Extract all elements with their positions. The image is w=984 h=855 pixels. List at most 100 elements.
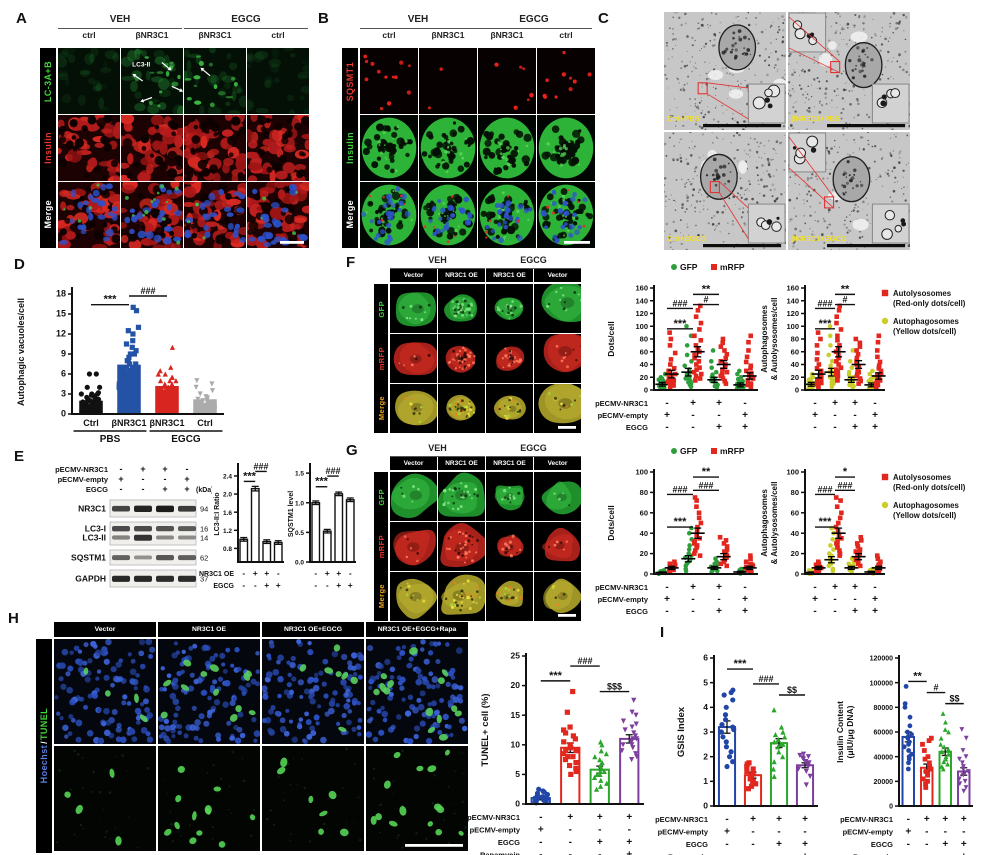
kda-header: (kDa): [196, 487, 212, 494]
y-tick-label: 0.0: [295, 560, 304, 567]
blot-condition-symbol: +: [162, 464, 167, 474]
chart-gsis: 0 1 2 3 4 5 6 GSIS Index pECMV-NR3C1- + + + pECMV-em…: [655, 628, 833, 855]
micrograph-cell: [438, 472, 485, 521]
panel-b-label: B: [318, 10, 329, 27]
legend-label: Autophagosomes: [893, 317, 960, 326]
micrograph-cell: [478, 48, 536, 114]
significance-label: ***: [819, 516, 833, 528]
blot-condition-symbol: +: [140, 464, 145, 474]
y-tick-label: 60: [791, 347, 799, 356]
x-matrix-symbol: +: [264, 580, 269, 590]
y-tick-label: 3: [61, 389, 66, 399]
x-matrix-label: pECMV-NR3C1: [595, 399, 648, 408]
y-tick-label: 1.0: [295, 500, 304, 507]
micrograph-cell: [262, 639, 364, 744]
x-matrix-symbol: +: [690, 398, 696, 409]
micrograph-cell: [390, 384, 437, 433]
row-label-strip: SQSMT1 Insulin Merge: [342, 48, 358, 248]
row-label: Merge: [345, 200, 355, 229]
y-tick-label: 40: [791, 360, 799, 369]
significance-label: ***: [819, 318, 833, 330]
western-blot: pECMV-NR3C1- + + - pECMV-empty + - - + EGCG - - + + (k…: [12, 462, 212, 618]
significance-label: ###: [758, 674, 773, 684]
row-label: Insulin: [43, 132, 53, 164]
em-micrograph: βNR3C1+PBS: [788, 12, 910, 130]
row-label-part: /: [39, 741, 49, 745]
row-label-cell: Merge: [40, 181, 56, 248]
x-matrix-symbol: +: [812, 594, 818, 605]
y-tick-label: 0: [703, 801, 708, 811]
x-matrix-symbol: -: [598, 850, 601, 855]
x-matrix-symbol: +: [716, 582, 722, 593]
y-tick-label: 25: [511, 651, 521, 661]
x-matrix-symbol: +: [942, 814, 948, 825]
x-matrix-symbol: +: [538, 825, 544, 836]
row-label-cell: Merge: [342, 181, 358, 248]
x-matrix-symbol: -: [925, 852, 928, 855]
y-tick-label: 2.0: [223, 492, 232, 499]
x-matrix-symbol: -: [925, 839, 928, 850]
micrograph-cell: [534, 384, 581, 433]
column-label: NR3C1 OE+EGCG+Rapa: [366, 622, 468, 637]
x-matrix-symbol: +: [664, 410, 670, 421]
micrograph-ig: [537, 115, 595, 181]
micrograph-cell: [419, 115, 477, 181]
x-matrix-symbol: -: [691, 422, 694, 433]
panel-a: A VEH EGCG ctrl βNR3C1 βNR3C1 ctrl LC-3A+B Insu…: [14, 6, 314, 254]
y-tick-label: 20: [791, 373, 799, 382]
x-matrix-symbol: -: [569, 850, 572, 855]
em-label: βNR3C1+PBS: [791, 114, 840, 123]
x-matrix-symbol: +: [872, 410, 878, 421]
y-tick-label: 40: [640, 360, 648, 369]
blot-condition-symbol: -: [142, 484, 145, 494]
micrograph-cell: [390, 472, 437, 521]
x-matrix-symbol: +: [567, 812, 573, 823]
micrograph-tr: [247, 115, 309, 181]
group-header: EGCG: [184, 14, 308, 29]
legend-label: Autophagosomes: [893, 501, 960, 510]
group-header: EGCG: [476, 14, 592, 29]
significance-label: ###: [817, 298, 832, 308]
x-matrix-symbol: +: [832, 398, 838, 409]
y-tick-label: 0.5: [295, 530, 304, 537]
x-matrix-symbol: -: [242, 568, 245, 578]
y-tick-label: 4: [703, 702, 708, 712]
micrograph-dr: [419, 48, 477, 114]
annotation-lc3ii: LC3-II: [132, 61, 150, 68]
row-label-cell: Insulin: [342, 115, 358, 182]
micrograph-cell: [534, 472, 581, 521]
x-matrix-symbol: -: [907, 839, 910, 850]
y-tick-label: 1.5: [295, 471, 304, 478]
x-matrix-symbol: +: [276, 580, 281, 590]
row-label: mRFP: [376, 534, 386, 559]
y-tick-label: 5: [703, 677, 708, 687]
x-matrix-symbol: +: [802, 839, 808, 850]
x-matrix-symbol: -: [665, 422, 668, 433]
x-matrix-symbol: -: [242, 580, 245, 590]
micrograph-cell: [121, 182, 183, 248]
significance-label: ###: [672, 298, 687, 308]
micrograph-gf: [58, 48, 120, 114]
chart-svg-D: 0 3 6 9 12 15 18 Autophagic vacuoles/cell Ctrl βN…: [16, 286, 224, 445]
micrograph-cell: [390, 522, 437, 571]
significance-label: *: [843, 466, 848, 478]
x-matrix-symbol: -: [813, 422, 816, 433]
micrograph-cell: [438, 284, 485, 333]
x-category-label: βNR3C1: [149, 418, 184, 428]
chart-autophagic-vacuoles: 0 3 6 9 12 15 18 Autophagic vacuoles/cell Ctrl βN…: [10, 262, 258, 456]
micrograph-cell: [478, 115, 536, 181]
micrograph-cell: [534, 284, 581, 333]
y-axis-label: Autophagosomes: [760, 305, 769, 373]
group-header: VEH: [390, 442, 485, 457]
row-label: Merge: [43, 200, 53, 229]
significance-label: ###: [672, 484, 687, 494]
micrograph-cell: [184, 115, 246, 181]
micrograph-cell: [534, 284, 581, 333]
significance-label: ###: [837, 480, 852, 490]
column-label: Vector: [534, 269, 581, 282]
column-label: ctrl: [382, 30, 396, 40]
row-label: Insulin: [345, 132, 355, 164]
row-label: GFP: [376, 488, 386, 506]
y-axis-label: Insulin Content: [835, 701, 845, 763]
